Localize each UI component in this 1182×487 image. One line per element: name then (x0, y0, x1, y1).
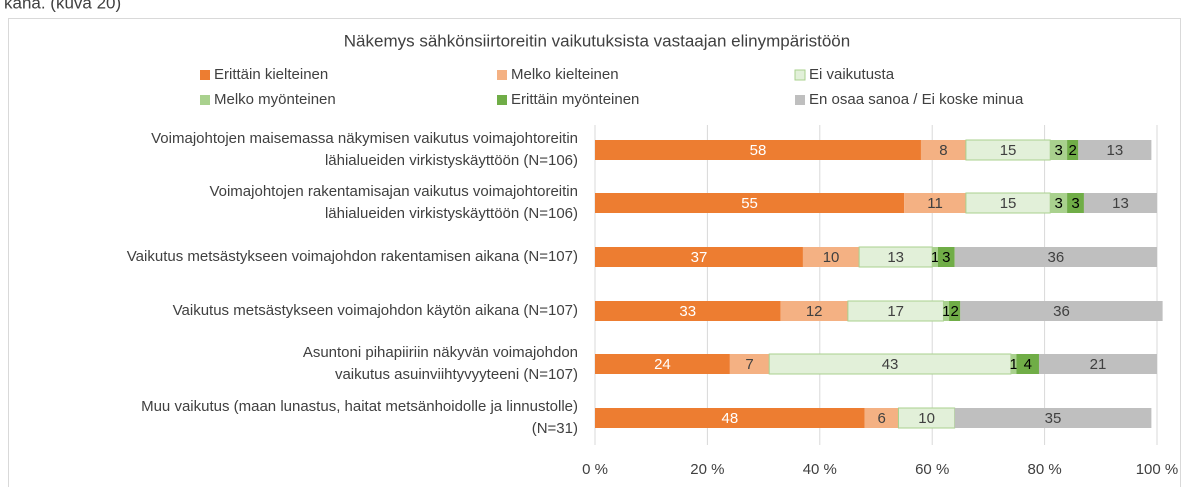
legend-swatch (200, 70, 210, 80)
bar-segment (1067, 140, 1079, 160)
data-label: 7 (745, 356, 753, 373)
category-label: (N=31) (532, 420, 578, 437)
data-label: 10 (918, 410, 935, 427)
chart-title: Näkemys sähkönsiirtoreitin vaikutuksista… (344, 31, 850, 50)
legend-label: Melko kielteinen (511, 66, 619, 83)
data-label: 2 (1069, 142, 1077, 159)
category-label: lähialueiden virkistyskäyttöön (N=106) (325, 205, 578, 222)
bar-segment (595, 408, 865, 428)
bar-segment (729, 354, 770, 374)
bar-segment (932, 247, 938, 267)
data-label: 35 (1045, 410, 1062, 427)
bar-segment (1067, 193, 1084, 213)
bar-segment (1078, 140, 1152, 160)
bar-segment (1050, 140, 1068, 160)
data-label: 13 (1107, 142, 1124, 159)
data-label: 12 (806, 303, 823, 320)
category-label: Asuntoni pihapiiriin näkyvän voimajohdon (303, 344, 578, 361)
legend-swatch (497, 95, 507, 105)
caption: kana. (kuva 20) (4, 0, 121, 12)
bar-segment (954, 247, 1157, 267)
data-label: 36 (1047, 249, 1064, 266)
bar-segment (904, 193, 966, 213)
data-label: 21 (1090, 356, 1107, 373)
data-label: 2 (951, 303, 959, 320)
bar-segment (920, 140, 966, 160)
x-tick-label: 80 % (1027, 461, 1061, 478)
legend-label: Melko myönteinen (214, 91, 336, 108)
category-label: Muu vaikutus (maan lunastus, haitat mets… (141, 398, 578, 415)
bar-segment (1038, 354, 1157, 374)
x-tick-label: 0 % (582, 461, 608, 478)
x-tick-label: 60 % (915, 461, 949, 478)
data-label: 1 (942, 303, 950, 320)
data-label: 3 (1054, 142, 1062, 159)
bar-segment (864, 408, 899, 428)
data-label: 48 (722, 410, 739, 427)
bar-segment (1083, 193, 1157, 213)
legend-swatch (794, 69, 806, 81)
data-label: 58 (750, 142, 767, 159)
data-label: 37 (691, 249, 708, 266)
x-tick-label: 20 % (690, 461, 724, 478)
data-label: 3 (942, 249, 950, 266)
data-label: 8 (939, 142, 947, 159)
bar-segment (954, 408, 1152, 428)
bar-segment (960, 301, 1163, 321)
data-label: 15 (1000, 142, 1017, 159)
bar-segment (943, 301, 950, 321)
bar-segment (595, 140, 921, 160)
bar-segment (595, 301, 781, 321)
bar-segment (780, 301, 848, 321)
bar-segment (595, 193, 905, 213)
data-label: 11 (927, 195, 943, 212)
bar-segment (595, 247, 803, 267)
category-label: lähialueiden virkistyskäyttöön (N=106) (325, 152, 578, 169)
bar-segment (949, 301, 961, 321)
data-label: 43 (882, 356, 899, 373)
category-label: Vaikutus metsästykseen voimajohdon raken… (127, 248, 578, 265)
data-label: 3 (1054, 195, 1062, 212)
data-label: 1 (1010, 356, 1018, 373)
bar-segment (937, 247, 955, 267)
data-label: 3 (1071, 195, 1079, 212)
legend-label: En osaa sanoa / Ei koske minua (809, 91, 1024, 108)
bar-segment (595, 354, 730, 374)
legend-swatch (200, 95, 210, 105)
legend-label: Erittäin myönteinen (511, 91, 639, 108)
data-label: 15 (1000, 195, 1017, 212)
data-label: 1 (931, 249, 939, 266)
category-label: Vaikutus metsästykseen voimajohdon käytö… (173, 302, 578, 319)
data-label: 17 (887, 303, 904, 320)
legend-label: Erittäin kielteinen (214, 66, 328, 83)
data-label: 10 (823, 249, 840, 266)
data-label: 13 (1112, 195, 1129, 212)
data-label: 13 (887, 249, 904, 266)
bar-segment (1010, 354, 1017, 374)
category-label: Voimajohtojen rakentamisajan vaikutus vo… (209, 183, 578, 200)
category-label: vaikutus asuinviihtyvyyteeni (N=107) (335, 366, 578, 383)
data-label: 6 (877, 410, 885, 427)
x-tick-label: 100 % (1136, 461, 1179, 478)
legend-swatch (795, 95, 805, 105)
x-tick-label: 40 % (803, 461, 837, 478)
bar-segment (1016, 354, 1039, 374)
category-label: Voimajohtojen maisemassa näkymisen vaiku… (151, 130, 578, 147)
chart-frame (8, 18, 1181, 487)
data-label: 4 (1024, 356, 1032, 373)
data-label: 33 (679, 303, 696, 320)
data-label: 24 (654, 356, 671, 373)
data-label: 55 (741, 195, 758, 212)
legend-swatch (497, 70, 507, 80)
bar-segment (802, 247, 860, 267)
data-label: 36 (1053, 303, 1070, 320)
bar-segment (1050, 193, 1068, 213)
legend-label: Ei vaikutusta (809, 66, 895, 83)
